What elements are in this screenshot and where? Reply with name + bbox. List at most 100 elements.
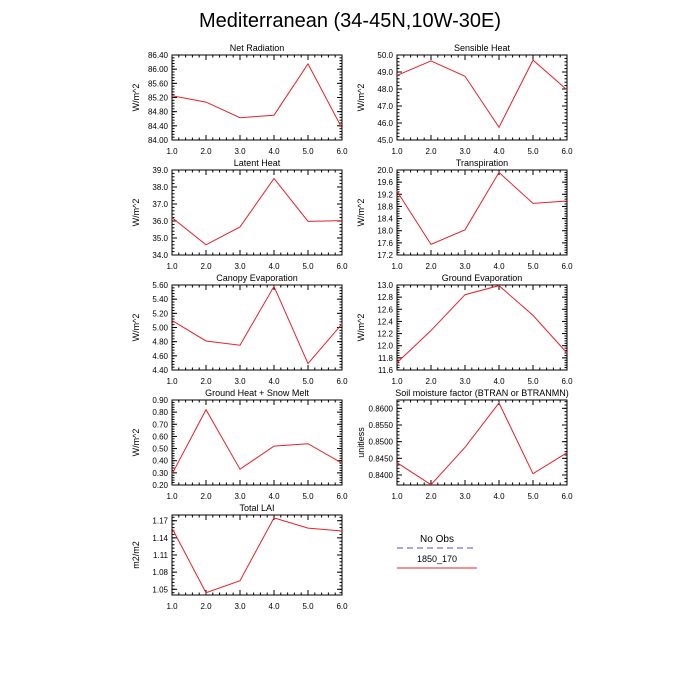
panel-title: Net Radiation	[230, 43, 285, 53]
x-tick-label: 2.0	[425, 377, 437, 386]
y-tick-label: 12.8	[377, 293, 393, 302]
x-tick-label: 6.0	[336, 147, 348, 156]
x-tick-label: 1.0	[391, 147, 403, 156]
panel-9: Total LAI 1.0 2.0 3.0 4.0 5.0 6.0 1.05 1.08 1.11 1…	[131, 503, 348, 611]
y-axis-label: W/m^2	[131, 199, 141, 227]
panel-4: Transpiration 1.0 2.0 3.0 4.0 5.0 6.0 17.2 17.6 1…	[356, 158, 573, 271]
y-tick-label: 36.0	[152, 217, 168, 226]
x-tick-label: 2.0	[200, 147, 212, 156]
plot-frame	[171, 284, 343, 371]
series-line	[396, 402, 568, 486]
x-tick-label: 6.0	[561, 377, 573, 386]
series-line	[396, 285, 568, 364]
x-tick-label: 3.0	[459, 262, 471, 271]
x-tick-label: 1.0	[166, 377, 178, 386]
y-tick-label: 86.00	[148, 65, 169, 74]
y-axis-label: W/m^2	[131, 429, 141, 457]
y-tick-label: 5.00	[152, 324, 168, 333]
y-tick-label: 48.0	[377, 85, 393, 94]
y-axis-label: unitless	[356, 427, 366, 458]
x-tick-label: 5.0	[302, 492, 314, 501]
plot-frame	[171, 54, 343, 141]
series-line	[171, 517, 343, 594]
panel-2: Sensible Heat 1.0 2.0 3.0 4.0 5.0 6.0 45.0 46.0 4…	[356, 43, 573, 156]
y-tick-label: 50.0	[377, 51, 393, 60]
y-tick-label: 1.11	[153, 551, 169, 560]
y-axis-label: W/m^2	[131, 84, 141, 112]
y-tick-label: 0.90	[152, 396, 168, 405]
x-tick-label: 5.0	[302, 147, 314, 156]
x-tick-label: 5.0	[527, 492, 539, 501]
y-tick-label: 5.40	[152, 295, 168, 304]
panel-title: Sensible Heat	[454, 43, 511, 53]
y-tick-label: 11.8	[378, 354, 394, 363]
y-tick-label: 18.0	[377, 227, 393, 236]
x-tick-label: 3.0	[234, 147, 246, 156]
x-tick-label: 5.0	[302, 602, 314, 611]
panel-title: Total LAI	[239, 503, 274, 513]
series-line	[171, 177, 343, 246]
series-line	[171, 408, 343, 475]
legend-model-label: 1850_170	[417, 554, 457, 564]
y-tick-label: 45.0	[377, 136, 393, 145]
x-tick-label: 3.0	[234, 377, 246, 386]
x-tick-label: 4.0	[268, 377, 280, 386]
x-tick-label: 1.0	[391, 262, 403, 271]
y-tick-label: 17.6	[377, 239, 393, 248]
y-tick-label: 0.50	[152, 445, 168, 454]
x-tick-label: 3.0	[459, 147, 471, 156]
y-axis-label: m2/m2	[131, 541, 141, 569]
x-tick-label: 6.0	[336, 377, 348, 386]
legend: No Obs 1850_170	[397, 534, 477, 569]
y-axis-label: W/m^2	[356, 314, 366, 342]
series-line	[171, 285, 343, 365]
y-tick-label: 12.6	[377, 305, 393, 314]
plot-frame	[396, 399, 568, 486]
y-tick-label: 0.8500	[369, 438, 394, 447]
y-tick-label: 0.80	[152, 408, 168, 417]
y-tick-label: 1.05	[152, 585, 168, 594]
x-tick-label: 2.0	[200, 492, 212, 501]
x-tick-label: 6.0	[336, 602, 348, 611]
y-tick-label: 1.08	[152, 568, 168, 577]
plot-frame	[171, 399, 343, 486]
panel-title: Ground Heat + Snow Melt	[205, 388, 309, 398]
x-tick-label: 4.0	[493, 147, 505, 156]
x-tick-label: 5.0	[302, 262, 314, 271]
x-tick-label: 2.0	[425, 147, 437, 156]
x-tick-label: 4.0	[268, 492, 280, 501]
x-tick-label: 2.0	[425, 262, 437, 271]
y-tick-label: 85.20	[148, 94, 169, 103]
panel-7: Ground Heat + Snow Melt 1.0 2.0 3.0 4.0 5.0 6.…	[131, 388, 348, 501]
x-tick-label: 4.0	[493, 377, 505, 386]
x-tick-label: 2.0	[200, 602, 212, 611]
y-tick-label: 46.0	[377, 119, 393, 128]
y-tick-label: 84.00	[148, 136, 169, 145]
x-tick-label: 4.0	[268, 262, 280, 271]
panel-6: Ground Evaporation 1.0 2.0 3.0 4.0 5.0 6.0 11.6…	[356, 273, 573, 386]
plot-frame	[171, 169, 343, 256]
y-tick-label: 13.0	[377, 281, 393, 290]
panel-title: Ground Evaporation	[442, 273, 523, 283]
y-tick-label: 0.8450	[369, 454, 394, 463]
panel-title: Transpiration	[456, 158, 508, 168]
y-tick-label: 19.6	[377, 178, 393, 187]
y-axis-label: W/m^2	[356, 199, 366, 227]
y-tick-label: 12.2	[377, 330, 393, 339]
series-line	[171, 62, 343, 129]
x-tick-label: 2.0	[200, 262, 212, 271]
y-tick-label: 5.20	[152, 309, 168, 318]
y-tick-label: 4.80	[152, 338, 168, 347]
x-tick-label: 4.0	[268, 602, 280, 611]
y-tick-label: 85.60	[148, 79, 169, 88]
x-tick-label: 6.0	[561, 147, 573, 156]
x-tick-label: 4.0	[493, 492, 505, 501]
x-tick-label: 1.0	[166, 147, 178, 156]
y-tick-label: 19.2	[377, 190, 393, 199]
y-tick-label: 0.40	[152, 457, 168, 466]
plot-frame	[171, 514, 343, 596]
y-tick-label: 39.0	[152, 166, 168, 175]
x-tick-label: 3.0	[459, 492, 471, 501]
y-tick-label: 1.17	[152, 517, 168, 526]
